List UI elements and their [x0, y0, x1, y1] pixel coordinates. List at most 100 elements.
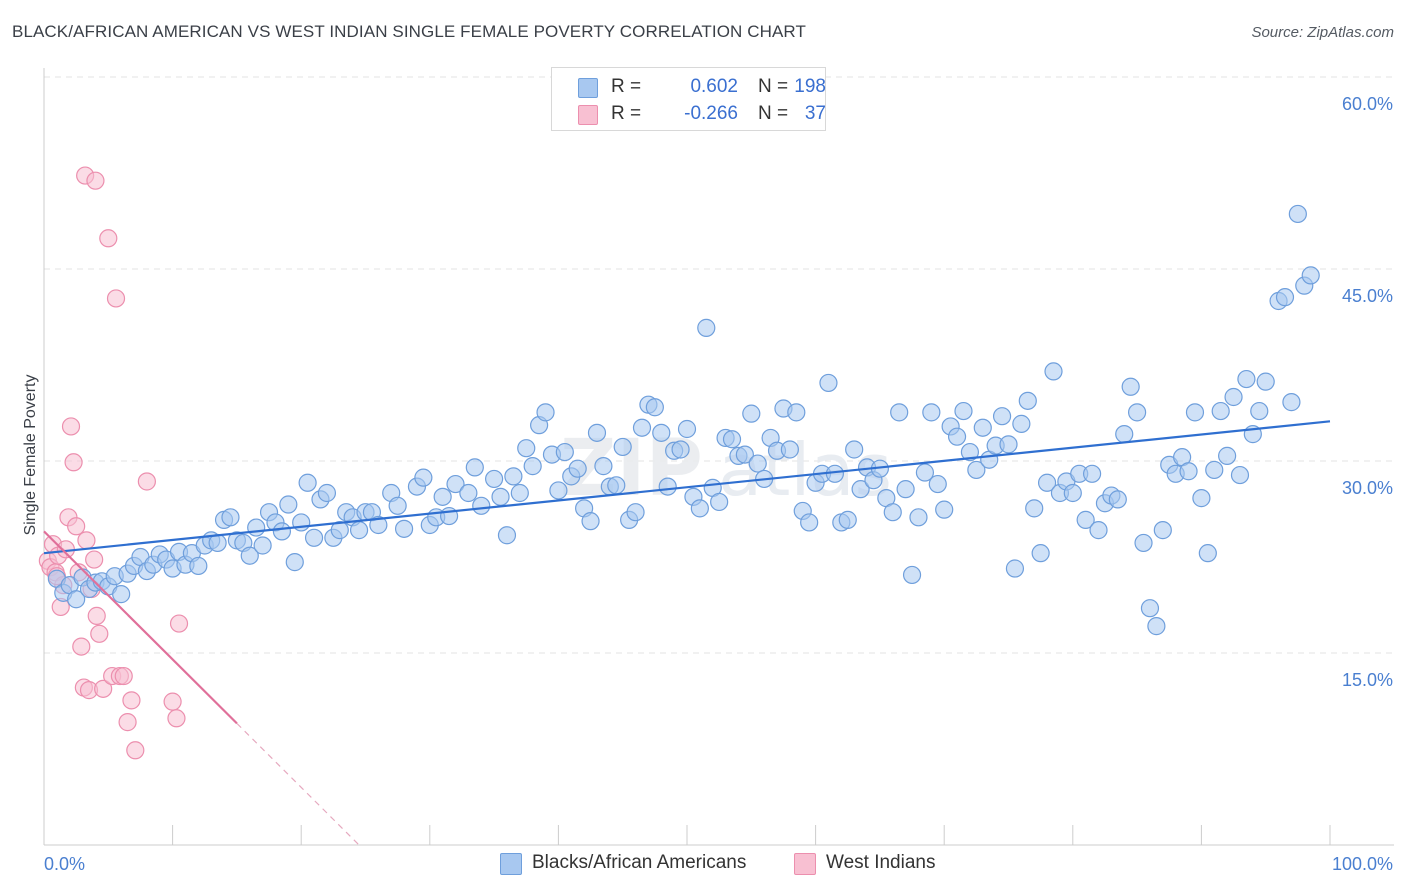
blacks-point: [272, 522, 292, 541]
legend: R = 0.602 N = 198 R = -0.266 N = 37: [551, 67, 826, 131]
blacks-point: [1134, 533, 1153, 553]
west-indians-point: [85, 550, 104, 569]
blacks-point: [1018, 391, 1037, 410]
blacks-point: [1237, 369, 1256, 389]
legend-n-value-pink: 37: [804, 103, 826, 124]
west-indians-point: [118, 713, 137, 732]
west-indians-point: [77, 531, 96, 550]
west-indians-point: [122, 691, 141, 710]
west-indians-point: [114, 666, 133, 686]
west-indians-point: [163, 692, 182, 711]
blacks-point: [1256, 372, 1275, 391]
blacks-point: [999, 435, 1018, 454]
blacks-point: [1037, 473, 1057, 492]
blacks-point: [1275, 288, 1295, 307]
watermark: ZIP atlas: [560, 424, 892, 514]
blacks-point: [189, 556, 208, 576]
legend-r-value-pink: -0.266: [684, 103, 738, 124]
x-tick-label: 100.0%: [1332, 854, 1393, 874]
blacks-point: [967, 460, 986, 480]
blacks-point: [710, 492, 729, 512]
blacks-point: [992, 407, 1012, 426]
y-tick-labels: 15.0% 30.0% 45.0% 60.0%: [1342, 94, 1393, 690]
blacks-points: [47, 204, 1320, 636]
blacks-point: [549, 481, 568, 500]
axes: [43, 68, 1394, 846]
blacks-point: [1218, 446, 1237, 465]
blacks-point: [568, 459, 587, 478]
west-indians-points: [38, 166, 189, 760]
blacks-point: [1224, 387, 1243, 407]
blacks-point: [433, 487, 452, 506]
west-indians-point: [169, 614, 189, 633]
blacks-point: [1044, 362, 1063, 381]
x-tick-label: 0.0%: [44, 854, 85, 874]
legend-n-label: N =: [758, 103, 789, 124]
source-label: Source: ZipAtlas.com: [1251, 24, 1394, 41]
blacks-point: [349, 521, 369, 540]
blacks-point: [317, 483, 337, 503]
blacks-point: [394, 519, 414, 538]
trend-lines: [43, 420, 1331, 846]
blacks-point: [517, 439, 536, 458]
blacks-point: [954, 401, 973, 421]
blacks-point: [722, 430, 742, 449]
blacks-point: [825, 464, 844, 483]
blacks-point: [112, 585, 131, 604]
west-indians-point: [72, 637, 91, 656]
blacks-point: [671, 440, 690, 459]
blacks-point: [330, 521, 349, 540]
blacks-point: [1025, 499, 1044, 518]
y-tick-label: 45.0%: [1342, 286, 1393, 306]
west-indians-point: [167, 709, 186, 728]
blacks-point: [780, 440, 799, 459]
legend-swatch-pink: [578, 105, 598, 125]
blacks-point: [1147, 617, 1166, 636]
west-indians-trend-extension: [236, 722, 360, 846]
blacks-point: [298, 473, 317, 492]
blacks-point: [915, 463, 935, 482]
blacks-point: [536, 403, 555, 422]
west-indians-point: [106, 289, 126, 308]
blacks-point: [690, 499, 709, 518]
blacks-point: [1089, 521, 1108, 540]
bottom-legend-label: Blacks/African Americans: [532, 852, 747, 873]
legend-n-value-blue: 198: [794, 76, 826, 97]
blacks-point: [221, 508, 240, 527]
blacks-point: [1140, 599, 1160, 618]
blacks-point: [279, 495, 298, 514]
blacks-point: [1282, 393, 1301, 412]
blacks-point: [1063, 483, 1082, 503]
blacks-point: [1179, 462, 1198, 481]
blacks-point: [581, 512, 600, 531]
blacks-point: [697, 318, 716, 337]
y-tick-label: 15.0%: [1342, 670, 1393, 690]
blacks-point: [504, 467, 523, 486]
west-indians-point: [137, 472, 156, 491]
legend-r-label: R =: [611, 103, 642, 124]
blacks-point: [1211, 401, 1230, 421]
legend-swatch-blue: [578, 78, 598, 98]
blacks-point: [491, 487, 510, 506]
blacks-point: [922, 403, 941, 422]
blacks-point: [626, 503, 645, 522]
blacks-point: [890, 403, 909, 422]
blacks-point: [1127, 403, 1147, 422]
blacks-trend-line: [43, 420, 1331, 555]
blacks-point: [1205, 460, 1224, 480]
blacks-point: [851, 480, 870, 499]
blacks-point: [459, 483, 478, 503]
bottom-legend-label: West Indians: [826, 852, 936, 873]
blacks-point: [1115, 425, 1134, 444]
blacks-point: [928, 474, 947, 494]
blacks-point: [658, 477, 677, 496]
west-indians-trend-line: [43, 530, 238, 725]
blacks-point: [947, 427, 967, 446]
blacks-point: [1076, 510, 1095, 529]
blacks-point: [652, 423, 671, 442]
blacks-point: [1288, 204, 1307, 224]
blacks-point: [902, 565, 922, 585]
blacks-point: [1082, 464, 1102, 483]
blacks-point: [485, 469, 504, 489]
west-indians-point: [90, 624, 109, 643]
